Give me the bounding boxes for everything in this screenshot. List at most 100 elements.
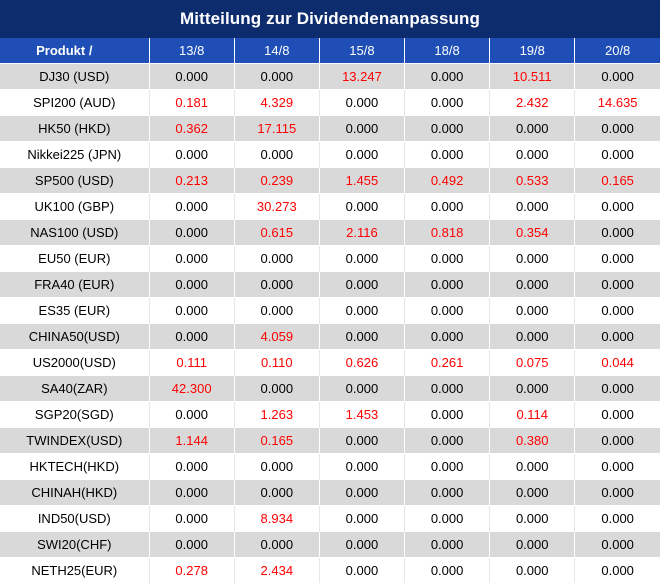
- table-row: TWINDEX(USD) 1.144 0.165 0.000 0.000 0.380 0.0…: [0, 427, 660, 454]
- dividend-value: 0.075: [489, 349, 576, 376]
- table-row: DJ30 (USD) 0.000 0.000 13.247 0.000 10.511 0.0…: [0, 63, 660, 90]
- header-date: 19/8: [489, 38, 576, 64]
- dividend-value: 0.000: [574, 531, 660, 558]
- dividend-value: 2.434: [234, 557, 320, 583]
- dividend-value: 0.000: [319, 115, 406, 142]
- dividend-value: 14.635: [574, 89, 660, 116]
- dividend-value: 0.000: [234, 141, 320, 168]
- product-name: HK50 (HKD): [0, 115, 150, 142]
- dividend-value: 0.000: [489, 505, 576, 532]
- dividend-value: 0.000: [574, 219, 660, 246]
- header-date: 20/8: [574, 38, 660, 64]
- dividend-value: 8.934: [234, 505, 320, 532]
- dividend-value: 0.000: [149, 245, 235, 272]
- dividend-value: 0.000: [489, 271, 576, 298]
- product-name: ES35 (EUR): [0, 297, 150, 324]
- dividend-value: 0.165: [234, 427, 320, 454]
- product-name: IND50(USD): [0, 505, 150, 532]
- dividend-value: 0.000: [489, 479, 576, 506]
- dividend-value: 0.000: [404, 375, 491, 402]
- dividend-value: 0.261: [404, 349, 491, 376]
- dividend-value: 0.492: [404, 167, 491, 194]
- dividend-value: 1.455: [319, 167, 406, 194]
- dividend-value: 0.000: [404, 531, 491, 558]
- dividend-value: 0.000: [319, 245, 406, 272]
- dividend-value: 0.000: [404, 557, 491, 583]
- table-row: CHINA50(USD) 0.000 4.059 0.000 0.000 0.000 0.0…: [0, 323, 660, 350]
- dividend-value: 1.144: [149, 427, 235, 454]
- dividend-value: 0.044: [574, 349, 660, 376]
- table-row: US2000(USD) 0.111 0.110 0.626 0.261 0.075 0.04…: [0, 349, 660, 376]
- product-name: SGP20(SGD): [0, 401, 150, 428]
- dividend-value: 0.213: [149, 167, 235, 194]
- dividend-value: 0.278: [149, 557, 235, 583]
- table-row: NETH25(EUR) 0.278 2.434 0.000 0.000 0.000 0.00…: [0, 557, 660, 583]
- table-row: EU50 (EUR) 0.000 0.000 0.000 0.000 0.000 0.000: [0, 245, 660, 272]
- table-row: SGP20(SGD) 0.000 1.263 1.453 0.000 0.114 0.000: [0, 401, 660, 428]
- dividend-value: 0.165: [574, 167, 660, 194]
- dividend-value: 0.000: [149, 401, 235, 428]
- dividend-value: 1.453: [319, 401, 406, 428]
- dividend-value: 0.000: [319, 193, 406, 220]
- product-name: TWINDEX(USD): [0, 427, 150, 454]
- dividend-value: 0.239: [234, 167, 320, 194]
- dividend-value: 0.000: [489, 141, 576, 168]
- dividend-value: 0.000: [489, 453, 576, 480]
- dividend-value: 0.000: [574, 193, 660, 220]
- dividend-value: 0.000: [489, 193, 576, 220]
- dividend-value: 0.000: [319, 531, 406, 558]
- dividend-value: 0.000: [404, 141, 491, 168]
- dividend-table: Produkt / 13/8 14/8 15/8 18/8 19/8 20/8 …: [0, 38, 660, 583]
- dividend-value: 0.000: [404, 89, 491, 116]
- dividend-value: 0.615: [234, 219, 320, 246]
- dividend-value: 0.000: [234, 453, 320, 480]
- dividend-value: 0.000: [489, 115, 576, 142]
- dividend-value: 0.000: [404, 401, 491, 428]
- dividend-value: 0.000: [404, 297, 491, 324]
- dividend-value: 0.000: [149, 219, 235, 246]
- product-name: UK100 (GBP): [0, 193, 150, 220]
- dividend-value: 0.000: [489, 297, 576, 324]
- dividend-value: 0.000: [404, 453, 491, 480]
- header-date: 14/8: [234, 38, 320, 64]
- dividend-value: 0.000: [489, 375, 576, 402]
- dividend-value: 0.000: [404, 245, 491, 272]
- product-name: NAS100 (USD): [0, 219, 150, 246]
- dividend-value: 0.111: [149, 349, 235, 376]
- table-row: ES35 (EUR) 0.000 0.000 0.000 0.000 0.000 0.000: [0, 297, 660, 324]
- dividend-value: 0.000: [149, 193, 235, 220]
- dividend-value: 0.000: [574, 115, 660, 142]
- table-row: SA40(ZAR) 42.300 0.000 0.000 0.000 0.000 0.000: [0, 375, 660, 402]
- product-name: US2000(USD): [0, 349, 150, 376]
- dividend-value: 0.000: [574, 63, 660, 90]
- dividend-value: 0.000: [234, 271, 320, 298]
- dividend-value: 0.000: [234, 245, 320, 272]
- header-date: 13/8: [149, 38, 235, 64]
- dividend-value: 0.000: [574, 271, 660, 298]
- table-row: HK50 (HKD) 0.362 17.115 0.000 0.000 0.000 0.00…: [0, 115, 660, 142]
- dividend-value: 0.354: [489, 219, 576, 246]
- dividend-value: 0.533: [489, 167, 576, 194]
- product-name: SP500 (USD): [0, 167, 150, 194]
- dividend-value: 2.116: [319, 219, 406, 246]
- dividend-value: 4.329: [234, 89, 320, 116]
- product-name: HKTECH(HKD): [0, 453, 150, 480]
- header-product: Produkt /: [0, 38, 150, 64]
- dividend-value: 0.000: [574, 427, 660, 454]
- dividend-value: 0.000: [319, 427, 406, 454]
- dividend-value: 0.380: [489, 427, 576, 454]
- dividend-value: 0.000: [234, 531, 320, 558]
- table-row: Nikkei225 (JPN) 0.000 0.000 0.000 0.000 0.000…: [0, 141, 660, 168]
- header-row: Produkt / 13/8 14/8 15/8 18/8 19/8 20/8: [0, 38, 660, 64]
- dividend-value: 0.000: [574, 401, 660, 428]
- dividend-value: 0.000: [404, 323, 491, 350]
- dividend-value: 0.000: [319, 271, 406, 298]
- header-date: 15/8: [319, 38, 406, 64]
- dividend-value: 0.000: [319, 375, 406, 402]
- dividend-value: 0.000: [234, 479, 320, 506]
- dividend-value: 0.000: [489, 531, 576, 558]
- product-name: DJ30 (USD): [0, 63, 150, 90]
- dividend-value: 0.000: [149, 141, 235, 168]
- dividend-value: 0.000: [149, 271, 235, 298]
- dividend-value: 0.000: [319, 323, 406, 350]
